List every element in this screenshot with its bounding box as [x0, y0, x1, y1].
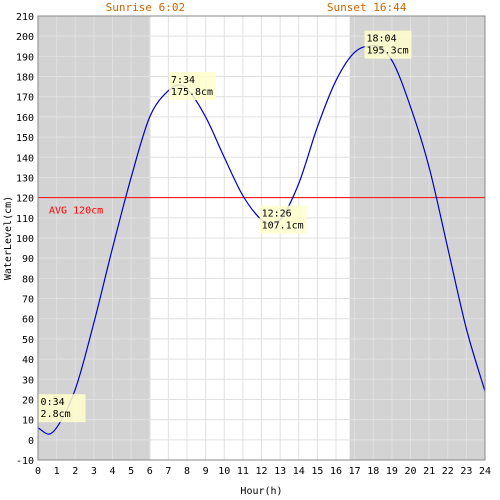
annotation-time: 0:34 — [41, 397, 65, 408]
x-tick-label: 24 — [479, 466, 491, 477]
x-tick-label: 19 — [386, 466, 398, 477]
y-tick-label: 80 — [22, 274, 34, 285]
annotation-time: 7:34 — [171, 75, 195, 86]
plot-frame — [37, 15, 486, 461]
y-tick-label: 40 — [22, 355, 34, 366]
grid — [37, 15, 486, 461]
annotation-value: 2.8cm — [41, 409, 71, 420]
x-tick-label: 12 — [255, 466, 267, 477]
x-tick-label: 2 — [72, 466, 78, 477]
y-tick-label: -10 — [16, 456, 34, 467]
y-axis-title: WaterLevel(cm) — [3, 196, 14, 280]
x-tick-label: 0 — [35, 466, 41, 477]
y-tick-label: 130 — [16, 173, 34, 184]
annotation-value: 175.8cm — [171, 87, 213, 98]
y-tick-label: 110 — [16, 214, 34, 225]
x-tick-label: 17 — [349, 466, 361, 477]
x-tick-label: 6 — [147, 466, 153, 477]
annotation-time: 12:26 — [262, 209, 292, 220]
x-axis-title: Hour(h) — [240, 486, 282, 497]
x-tick-label: 11 — [237, 466, 249, 477]
x-tick-label: 10 — [218, 466, 230, 477]
y-tick-label: 30 — [22, 375, 34, 386]
y-tick-label: 170 — [16, 93, 34, 104]
sunrise-label: Sunrise 6:02 — [106, 1, 185, 14]
tide-curve-group — [37, 45, 486, 435]
x-tick-label: 5 — [128, 466, 134, 477]
average-label: AVG 120cm — [49, 206, 103, 217]
x-tick-label: 18 — [367, 466, 379, 477]
x-tick-label: 15 — [311, 466, 323, 477]
y-tick-label: 0 — [28, 436, 34, 447]
y-tick-label: 180 — [16, 73, 34, 84]
x-tick-label: 23 — [460, 466, 472, 477]
y-tick-label: 120 — [16, 194, 34, 205]
y-tick-label: 60 — [22, 315, 34, 326]
y-tick-label: 160 — [16, 113, 34, 124]
y-tick-label: 210 — [16, 12, 34, 23]
y-tick-label: 200 — [16, 32, 34, 43]
annotation-time: 18:04 — [366, 34, 396, 45]
x-tick-label: 1 — [54, 466, 60, 477]
average-line-group: AVG 120cm — [38, 197, 485, 217]
y-tick-label: 150 — [16, 133, 34, 144]
x-tick-label: 20 — [404, 466, 416, 477]
annotation-value: 195.3cm — [366, 46, 408, 57]
x-tick-label: 13 — [274, 466, 286, 477]
y-tick-label: 100 — [16, 234, 34, 245]
y-tick-label: 20 — [22, 395, 34, 406]
x-tick-label: 21 — [423, 466, 435, 477]
x-tick-label: 9 — [203, 466, 209, 477]
sunset-label: Sunset 16:44 — [327, 1, 407, 14]
annotation-box — [259, 205, 307, 234]
y-tick-label: 90 — [22, 254, 34, 265]
x-tick-label: 8 — [184, 466, 190, 477]
y-tick-label: 70 — [22, 295, 34, 306]
annotation-box — [364, 30, 412, 59]
x-tick-label: 16 — [330, 466, 342, 477]
annotation-box — [168, 72, 216, 101]
x-tick-label: 4 — [109, 466, 115, 477]
y-tick-label: 10 — [22, 416, 34, 427]
x-tick-label: 22 — [442, 466, 454, 477]
y-tick-label: 140 — [16, 153, 34, 164]
y-tick-label: 50 — [22, 335, 34, 346]
x-tick-label: 7 — [165, 466, 171, 477]
tide-curve — [37, 45, 486, 435]
annotation-box — [38, 394, 86, 423]
y-tick-label: 190 — [16, 52, 34, 63]
annotation-value: 107.1cm — [262, 221, 304, 232]
x-tick-label: 14 — [293, 466, 305, 477]
axes: 0 1 2 3 4 5 6 7 8 9 10 11 12 13 14 15 16 17 18 19 20 21 22 23 24… — [16, 12, 491, 477]
x-tick-label: 3 — [91, 466, 97, 477]
